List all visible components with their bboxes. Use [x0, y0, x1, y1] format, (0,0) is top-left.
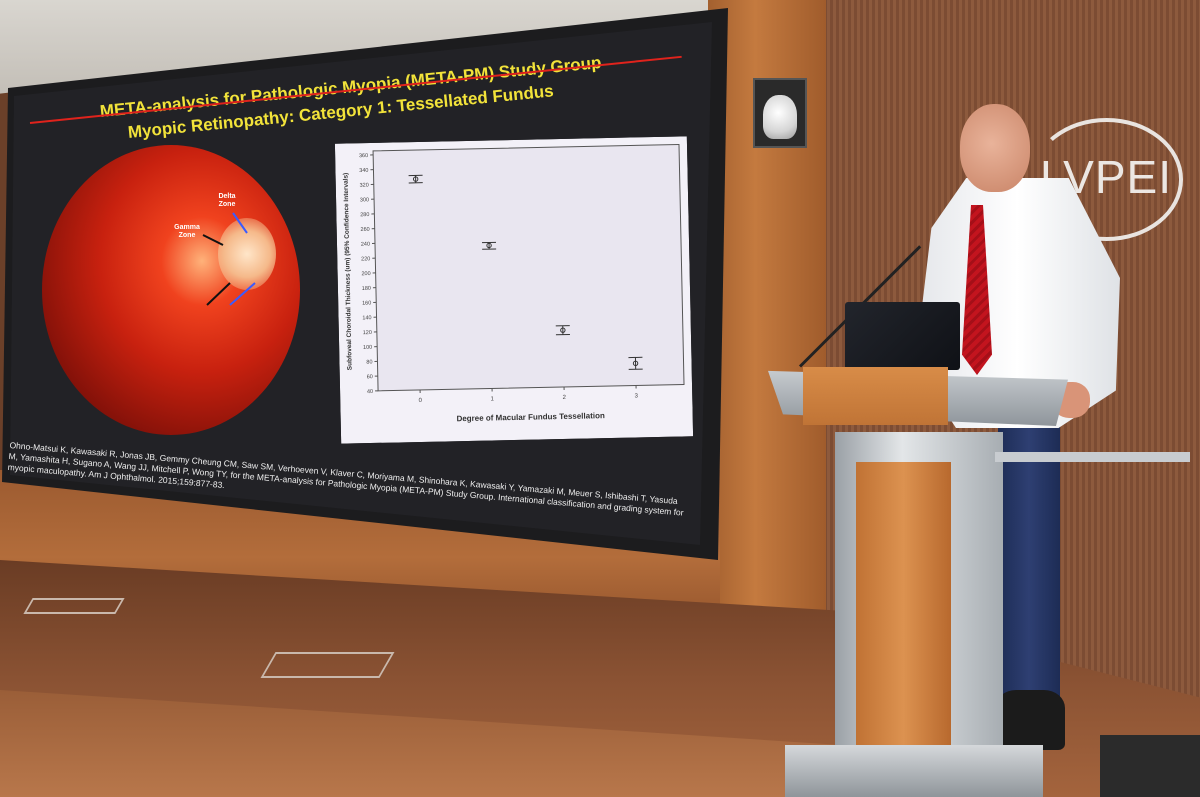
y-tick-label: 260 — [360, 227, 369, 233]
gamma-zone-label: Gamma Zone — [174, 224, 200, 239]
podium-wood-panel — [856, 462, 951, 762]
y-axis-label: Subfoveal Choroidal Thickness (um) (95% … — [343, 173, 354, 371]
y-tick-label: 320 — [360, 183, 369, 189]
data-point — [632, 360, 639, 367]
speaker-head — [960, 104, 1030, 192]
y-tick-label: 240 — [361, 242, 370, 248]
y-tick-label: 220 — [361, 256, 370, 262]
black-arrow-icon — [202, 234, 224, 246]
podium-shelf — [995, 452, 1190, 462]
x-tick-label: 0 — [419, 398, 423, 404]
y-tick-label: 40 — [367, 389, 373, 395]
y-tick-label: 280 — [360, 212, 369, 218]
delta-zone-label: Delta Zone — [218, 193, 236, 208]
logo-ring — [1030, 118, 1183, 241]
y-tick-label: 140 — [362, 315, 371, 321]
fundus-arrows — [202, 212, 256, 306]
laptop — [845, 302, 960, 370]
black-arrow-icon — [206, 282, 231, 306]
y-tick-label: 340 — [359, 168, 368, 174]
x-tick-label: 2 — [563, 395, 567, 401]
y-tick-label: 120 — [363, 330, 372, 336]
y-tick-label: 160 — [362, 300, 371, 306]
y-tick-label: 300 — [360, 197, 369, 203]
slide-chart: 40 60 80 100 120 140 160 180 200 220 240 260 280 300 3… — [334, 136, 694, 444]
y-tick-label: 200 — [361, 271, 370, 277]
x-tick-label: 1 — [491, 396, 495, 402]
blue-arrow-icon — [232, 212, 248, 234]
camera-icon — [763, 95, 797, 139]
blue-arrow-icon — [229, 282, 256, 306]
y-tick-label: 180 — [362, 286, 371, 292]
podium-base — [785, 745, 1043, 797]
podium-wood-front — [803, 367, 948, 425]
speaker-trousers — [998, 420, 1060, 740]
floor-hatch — [260, 652, 395, 678]
data-point — [412, 176, 419, 182]
speaker-shoe — [995, 690, 1065, 750]
data-point — [560, 327, 566, 333]
y-tick-label: 100 — [363, 345, 372, 351]
y-tick-label: 360 — [359, 153, 368, 159]
plot-area — [372, 144, 685, 392]
y-tick-label: 80 — [366, 359, 372, 365]
floor-hatch — [23, 598, 125, 614]
floor-speaker — [1100, 735, 1200, 797]
x-tick-label: 3 — [635, 393, 639, 399]
x-axis-label: Degree of Macular Fundus Tessellation — [456, 411, 605, 423]
chart-svg: 4060801001201401601802002202402602803003… — [334, 136, 694, 444]
optic-disc — [218, 218, 276, 290]
y-tick-label: 60 — [367, 374, 373, 380]
data-point — [486, 242, 492, 249]
fundus-photo — [42, 145, 300, 435]
